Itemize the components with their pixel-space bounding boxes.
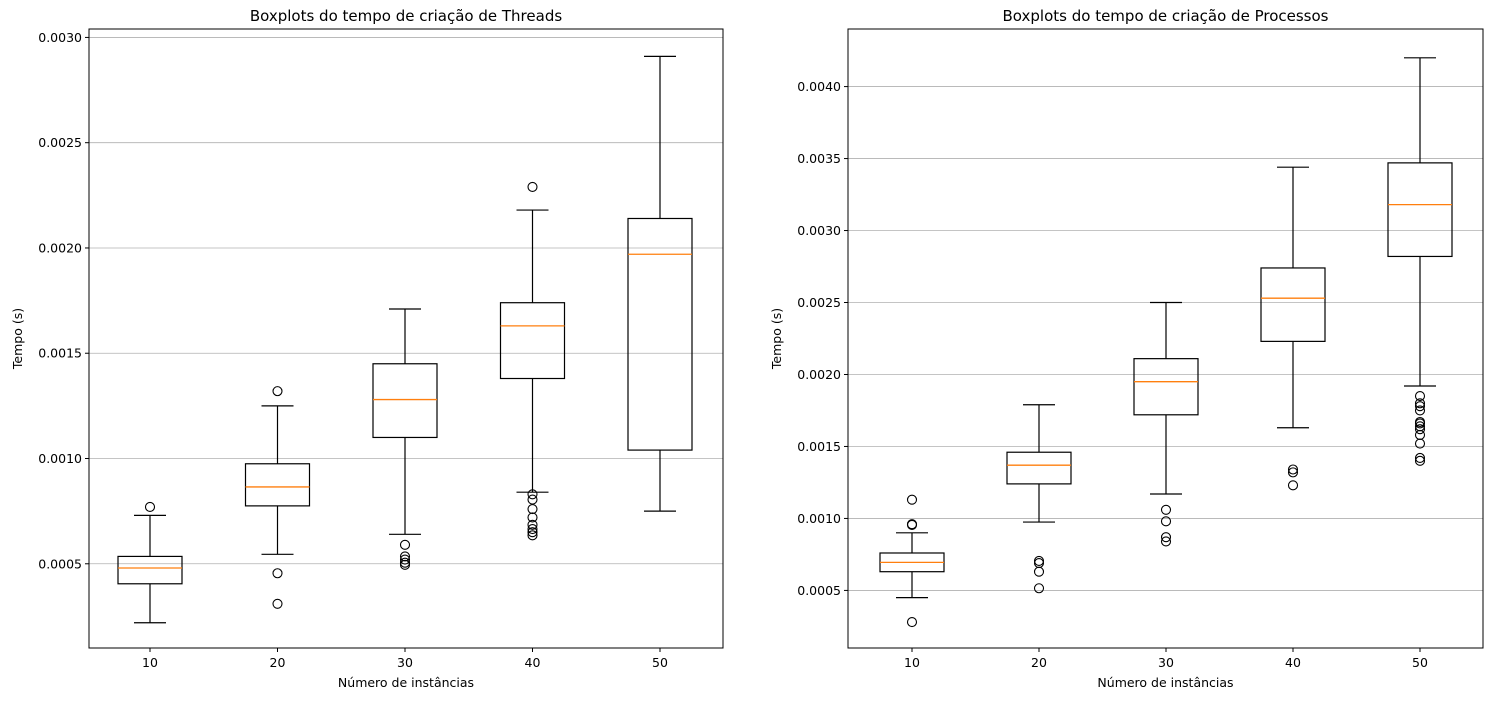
box-iqr bbox=[499, 302, 566, 380]
outlier-point bbox=[906, 519, 918, 530]
y-axis-label: Tempo (s) bbox=[10, 308, 25, 370]
box-iqr bbox=[244, 463, 311, 507]
outlier-point bbox=[272, 386, 283, 397]
chart-title: Boxplots do tempo de criação de Threads bbox=[250, 7, 563, 25]
y-axis-label: Tempo (s) bbox=[769, 308, 784, 370]
outlier-point bbox=[272, 598, 283, 609]
box-iqr bbox=[1006, 451, 1072, 485]
x-tick-label: 20 bbox=[270, 655, 286, 670]
x-axis-label: Número de instâncias bbox=[1097, 675, 1233, 690]
outlier-point bbox=[399, 559, 411, 570]
outlier-point bbox=[1033, 558, 1045, 569]
outlier-point bbox=[527, 503, 538, 515]
y-tick-label: 0.0010 bbox=[797, 511, 841, 526]
outlier-point bbox=[1414, 424, 1426, 435]
box-iqr bbox=[1387, 162, 1453, 258]
y-tick-label: 0.0015 bbox=[797, 439, 841, 454]
outlier-point bbox=[1287, 464, 1299, 475]
x-tick-label: 40 bbox=[1285, 655, 1301, 670]
outlier-point bbox=[272, 568, 283, 579]
x-tick-label: 50 bbox=[1412, 655, 1428, 670]
box-iqr bbox=[1133, 358, 1199, 416]
outlier-point bbox=[1033, 566, 1045, 577]
outlier-point bbox=[1160, 504, 1172, 515]
y-tick-label: 0.0015 bbox=[38, 346, 82, 361]
outlier-point bbox=[1033, 583, 1045, 594]
outlier-point bbox=[1287, 467, 1299, 478]
x-tick-label: 30 bbox=[397, 655, 413, 670]
outlier-point bbox=[527, 181, 538, 192]
y-tick-label: 0.0030 bbox=[797, 223, 841, 238]
plot-frame bbox=[88, 28, 724, 649]
x-axis-label: Número de instâncias bbox=[338, 675, 474, 690]
outlier-point bbox=[1414, 398, 1426, 409]
x-tick-label: 50 bbox=[652, 655, 668, 670]
chart-title: Boxplots do tempo de criação de Processo… bbox=[1003, 7, 1329, 25]
x-tick-label: 40 bbox=[525, 655, 541, 670]
outlier-point bbox=[527, 489, 538, 500]
outlier-point bbox=[527, 523, 538, 535]
x-tick-label: 10 bbox=[142, 655, 158, 670]
outlier-point bbox=[906, 494, 918, 505]
y-tick-label: 0.0020 bbox=[38, 240, 82, 255]
outlier-point bbox=[1414, 418, 1426, 429]
outlier-point bbox=[399, 554, 411, 565]
y-tick-label: 0.0005 bbox=[797, 583, 841, 598]
box-iqr bbox=[627, 217, 693, 451]
outlier-point bbox=[527, 519, 538, 530]
outlier-point bbox=[399, 539, 411, 550]
box-iqr bbox=[1260, 267, 1326, 342]
outlier-point bbox=[1414, 405, 1426, 416]
y-tick-label: 0.0025 bbox=[797, 295, 841, 310]
y-tick-label: 0.0025 bbox=[38, 135, 82, 150]
y-tick-label: 0.0040 bbox=[797, 79, 841, 94]
outlier-point bbox=[1160, 536, 1172, 547]
outlier-point bbox=[527, 512, 538, 523]
outlier-point bbox=[527, 527, 538, 538]
y-tick-label: 0.0020 bbox=[797, 367, 841, 382]
box-iqr bbox=[117, 555, 183, 585]
outlier-point bbox=[1414, 438, 1426, 449]
y-tick-label: 0.0035 bbox=[797, 151, 841, 166]
outlier-point bbox=[527, 530, 538, 541]
outlier-point bbox=[144, 501, 156, 512]
outlier-point bbox=[527, 494, 538, 505]
outlier-point bbox=[1033, 555, 1045, 566]
y-tick-label: 0.0010 bbox=[38, 451, 82, 466]
outlier-point bbox=[1287, 480, 1299, 491]
outlier-point bbox=[1160, 516, 1172, 527]
x-tick-label: 30 bbox=[1158, 655, 1174, 670]
outlier-point bbox=[906, 617, 918, 628]
outlier-point bbox=[1160, 532, 1172, 543]
y-tick-label: 0.0030 bbox=[38, 30, 82, 45]
box-iqr bbox=[372, 363, 438, 439]
outlier-point bbox=[1414, 452, 1426, 464]
x-tick-label: 20 bbox=[1031, 655, 1047, 670]
outlier-point bbox=[1414, 401, 1426, 412]
outlier-point bbox=[1414, 391, 1426, 402]
outlier-point bbox=[1414, 455, 1426, 466]
x-tick-label: 10 bbox=[904, 655, 920, 670]
outlier-point bbox=[399, 551, 411, 562]
outlier-point bbox=[1414, 429, 1426, 440]
y-tick-label: 0.0005 bbox=[38, 556, 82, 571]
